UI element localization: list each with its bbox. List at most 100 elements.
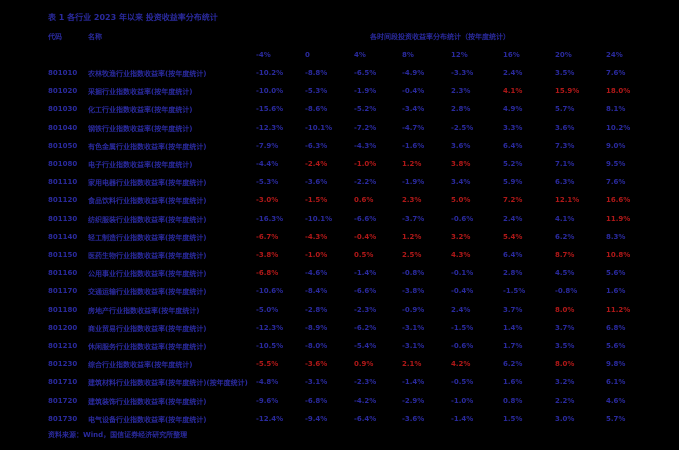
row-value-cell: -2.3%	[354, 305, 377, 314]
row-value-cell: 2.4%	[503, 69, 523, 77]
row-value-cell: -7.2%	[354, 123, 377, 132]
row-value-cell: -0.5%	[451, 378, 474, 387]
row-value-cell: -10.0%	[256, 87, 284, 96]
row-value-cell: 5.9%	[503, 178, 523, 187]
distribution-group-header: 各时间段投资收益率分布统计（按年度统计）	[370, 33, 510, 41]
row-value-cell: 3.6%	[555, 123, 575, 132]
row-value-cell: -2.2%	[354, 178, 377, 187]
row-value-cell: -3.8%	[402, 287, 425, 296]
row-value-cell: 3.7%	[555, 323, 575, 332]
row-value-cell: 10.8%	[606, 251, 631, 259]
row-value-cell: 0.9%	[354, 360, 374, 369]
row-code: 801180	[48, 305, 78, 314]
row-value-cell: -2.4%	[305, 160, 328, 168]
row-value-cell: 2.4%	[451, 305, 471, 314]
row-code: 801010	[48, 69, 78, 77]
row-value-cell: -8.4%	[305, 287, 328, 296]
row-value-cell: 1.6%	[606, 287, 626, 296]
row-value-cell: 9.0%	[606, 141, 626, 150]
row-name: 建筑材料行业指数收益率(按年度统计)(按年度统计)	[88, 379, 248, 388]
row-value-cell: 3.2%	[555, 378, 575, 387]
row-value-cell: 1.7%	[503, 342, 523, 350]
row-value-cell: -10.6%	[256, 287, 284, 296]
row-value-cell: -4.3%	[354, 141, 377, 150]
row-value-cell: -1.6%	[402, 141, 425, 150]
row-value-cell: -3.6%	[402, 414, 425, 423]
row-value-cell: -1.4%	[402, 378, 425, 387]
column-header: 20%	[555, 51, 572, 59]
column-header: 8%	[402, 51, 414, 59]
row-value-cell: -4.6%	[305, 269, 328, 278]
row-value-cell: -2.9%	[402, 396, 425, 405]
column-header: 0	[305, 51, 310, 59]
row-value-cell: -3.6%	[305, 178, 328, 187]
row-value-cell: -4.2%	[354, 396, 377, 405]
table-row: 801730 电气设备行业指数收益率(按年度统计) -12.4% -9.4% -6.4%…	[0, 415, 679, 433]
row-value-cell: -5.3%	[256, 178, 279, 187]
row-value-cell: 1.6%	[503, 378, 523, 387]
row-code: 801040	[48, 123, 78, 132]
row-value-cell: -9.6%	[256, 396, 279, 405]
row-value-cell: -8.0%	[305, 342, 328, 350]
table-row: 801230 综合行业指数收益率(按年度统计) -5.5% -3.6% 0.9% 2.1%…	[0, 360, 679, 378]
row-value-cell: 9.5%	[606, 160, 626, 168]
row-value-cell: -3.1%	[305, 378, 328, 387]
row-value-cell: -6.6%	[354, 287, 377, 296]
row-value-cell: -6.7%	[256, 232, 279, 241]
table-row: 801210 休闲服务行业指数收益率(按年度统计) -10.5% -8.0% -5.4%…	[0, 342, 679, 360]
row-value-cell: 7.6%	[606, 178, 626, 187]
code-column-header: 代码	[48, 33, 62, 41]
row-value-cell: -10.1%	[305, 214, 333, 223]
table-row: 801200 商业贸易行业指数收益率(按年度统计) -12.3% -8.9% -6.2%…	[0, 324, 679, 342]
row-code: 801200	[48, 323, 78, 332]
row-value-cell: -8.6%	[305, 105, 328, 114]
row-value-cell: 16.6%	[606, 196, 631, 205]
table-row: 801160 公用事业行业指数收益率(按年度统计) -6.8% -4.6% -1.4% -…	[0, 269, 679, 287]
column-header: -4%	[256, 51, 271, 59]
row-value-cell: -12.3%	[256, 123, 284, 132]
row-code: 801110	[48, 178, 78, 187]
row-value-cell: 7.6%	[606, 69, 626, 77]
row-value-cell: -1.5%	[451, 323, 474, 332]
row-name: 农林牧渔行业指数收益率(按年度统计)	[88, 70, 207, 78]
name-column-header: 名称	[88, 33, 102, 41]
row-value-cell: 2.8%	[503, 269, 523, 278]
row-value-cell: 8.1%	[606, 105, 626, 114]
row-value-cell: 2.1%	[402, 360, 422, 369]
source-note: 资料来源：Wind，国信证券经济研究所整理	[48, 431, 188, 439]
row-name: 商业贸易行业指数收益率(按年度统计)	[88, 324, 207, 333]
row-value-cell: 4.6%	[606, 396, 626, 405]
row-value-cell: 4.9%	[503, 105, 523, 114]
table-row: 801110 家用电器行业指数收益率(按年度统计) -5.3% -3.6% -2.2% -…	[0, 178, 679, 196]
row-value-cell: -5.3%	[305, 87, 328, 96]
row-value-cell: -1.5%	[503, 287, 526, 296]
row-value-cell: 3.0%	[555, 414, 575, 423]
row-value-cell: 3.5%	[555, 342, 575, 350]
row-name: 休闲服务行业指数收益率(按年度统计)	[88, 343, 207, 351]
row-value-cell: 3.6%	[451, 141, 471, 150]
row-name: 采掘行业指数收益率(按年度统计)	[88, 88, 193, 97]
row-value-cell: -0.4%	[354, 232, 377, 241]
row-value-cell: 2.8%	[451, 105, 471, 114]
row-value-cell: 6.3%	[555, 178, 575, 187]
row-value-cell: 5.6%	[606, 342, 626, 350]
row-value-cell: -4.3%	[305, 232, 328, 241]
row-name: 食品饮料行业指数收益率(按年度统计)	[88, 197, 207, 206]
row-name: 建筑装饰行业指数收益率(按年度统计)	[88, 397, 207, 406]
row-value-cell: 11.9%	[606, 214, 631, 223]
row-value-cell: 9.8%	[606, 360, 626, 369]
row-code: 801210	[48, 342, 78, 350]
row-name: 钢铁行业指数收益率(按年度统计)	[88, 124, 193, 133]
table-title: 表 1 各行业 2023 年以来 投资收益率分布统计	[48, 13, 218, 22]
column-header: 12%	[451, 51, 468, 59]
row-value-cell: 0.5%	[354, 251, 374, 259]
row-value-cell: -0.8%	[402, 269, 425, 278]
row-name: 化工行业指数收益率(按年度统计)	[88, 106, 193, 115]
row-value-cell: 2.3%	[402, 196, 422, 205]
row-value-cell: -0.6%	[451, 214, 474, 223]
row-value-cell: -1.4%	[354, 269, 377, 278]
row-name: 轻工制造行业指数收益率(按年度统计)	[88, 233, 207, 242]
column-header: 4%	[354, 51, 366, 59]
table-row: 801710 建筑材料行业指数收益率(按年度统计)(按年度统计) -4.8% -3.1…	[0, 378, 679, 396]
row-value-cell: 10.2%	[606, 123, 631, 132]
